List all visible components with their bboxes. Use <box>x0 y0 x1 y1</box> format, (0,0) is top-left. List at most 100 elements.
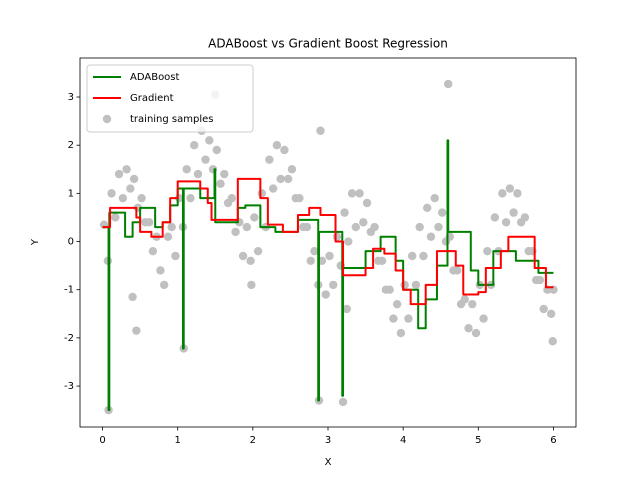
data-point <box>490 213 500 222</box>
data-point <box>423 203 432 213</box>
data-point <box>321 290 330 299</box>
data-point <box>498 189 507 198</box>
x-tick-label: 5 <box>475 435 481 446</box>
data-point <box>438 208 447 217</box>
data-point <box>377 256 387 266</box>
data-point <box>355 189 364 198</box>
y-tick-label: 0 <box>68 237 74 248</box>
data-point <box>359 218 368 227</box>
data-point <box>186 193 195 203</box>
data-point <box>385 285 394 294</box>
data-point <box>306 256 315 266</box>
data-point <box>283 174 293 184</box>
data-point <box>227 193 237 203</box>
data-point <box>205 136 214 145</box>
x-tick-label: 2 <box>250 435 256 446</box>
data-point <box>216 179 225 188</box>
y-tick-label: 2 <box>68 140 74 151</box>
data-point <box>344 237 353 246</box>
data-point <box>280 145 289 155</box>
legend-label: training samples <box>130 114 214 125</box>
data-point <box>471 328 481 338</box>
data-point <box>509 208 518 217</box>
y-tick-label: 3 <box>68 92 74 103</box>
data-point <box>231 227 240 237</box>
data-point <box>257 189 267 198</box>
data-point <box>276 174 285 184</box>
data-point <box>483 246 492 256</box>
y-tick-label: -2 <box>64 333 74 344</box>
data-point <box>182 165 191 174</box>
data-point <box>316 126 325 135</box>
data-point <box>539 304 548 314</box>
data-point <box>310 246 319 256</box>
data-point <box>132 326 141 335</box>
data-point <box>389 314 398 323</box>
data-point <box>265 155 274 164</box>
data-point <box>362 198 372 208</box>
data-point <box>407 251 417 261</box>
data-point <box>419 251 428 261</box>
data-point <box>111 213 120 222</box>
data-point <box>430 193 439 203</box>
data-point <box>242 222 252 232</box>
data-point <box>479 314 488 323</box>
data-point <box>392 299 402 309</box>
line-series <box>102 177 554 306</box>
data-point <box>548 337 557 346</box>
data-point <box>535 275 545 285</box>
y-tick-label: -3 <box>64 381 74 392</box>
data-point <box>247 280 256 290</box>
data-point <box>238 251 248 261</box>
plot-area <box>99 79 558 415</box>
data-point <box>163 232 173 241</box>
data-point <box>434 222 443 232</box>
legend-label: Gradient <box>130 93 174 104</box>
data-point <box>351 222 361 232</box>
data-point <box>468 299 477 309</box>
data-point <box>144 218 154 227</box>
data-point <box>148 246 158 256</box>
x-tick-label: 3 <box>325 435 331 446</box>
x-tick-label: 6 <box>550 435 556 446</box>
data-point <box>460 295 469 304</box>
data-point <box>107 189 116 198</box>
chart-title: ADABoost vs Gradient Boost Regression <box>208 37 448 51</box>
data-point <box>302 222 312 232</box>
data-point <box>444 79 453 89</box>
legend-box <box>86 64 254 133</box>
data-point <box>338 397 348 407</box>
x-tick-label: 0 <box>99 435 105 446</box>
data-point <box>129 174 139 184</box>
data-point <box>171 251 180 261</box>
data-point <box>118 193 128 203</box>
data-point <box>411 280 421 290</box>
data-point <box>415 222 424 232</box>
data-point <box>325 251 334 261</box>
y-tick-label: 1 <box>68 188 74 199</box>
data-point <box>295 193 304 203</box>
data-point <box>396 328 406 338</box>
data-point <box>201 155 210 164</box>
data-point <box>156 266 165 275</box>
data-point <box>250 213 259 222</box>
data-point <box>212 145 221 155</box>
data-point <box>340 208 349 217</box>
y-axis-label: Y <box>30 238 41 246</box>
legend: ADABoost Gradient training samples <box>86 64 254 133</box>
data-point <box>520 213 530 222</box>
data-point <box>190 140 199 150</box>
legend-marker <box>102 114 112 124</box>
data-point <box>453 266 462 275</box>
data-point <box>501 218 511 227</box>
data-point <box>126 184 135 193</box>
data-point <box>122 165 131 174</box>
x-tick-label: 4 <box>400 435 406 446</box>
data-point <box>342 304 351 314</box>
data-point <box>268 184 278 193</box>
y-tick-label: -1 <box>64 285 74 296</box>
data-point <box>272 140 282 150</box>
data-point <box>400 280 409 290</box>
data-point <box>114 169 124 179</box>
